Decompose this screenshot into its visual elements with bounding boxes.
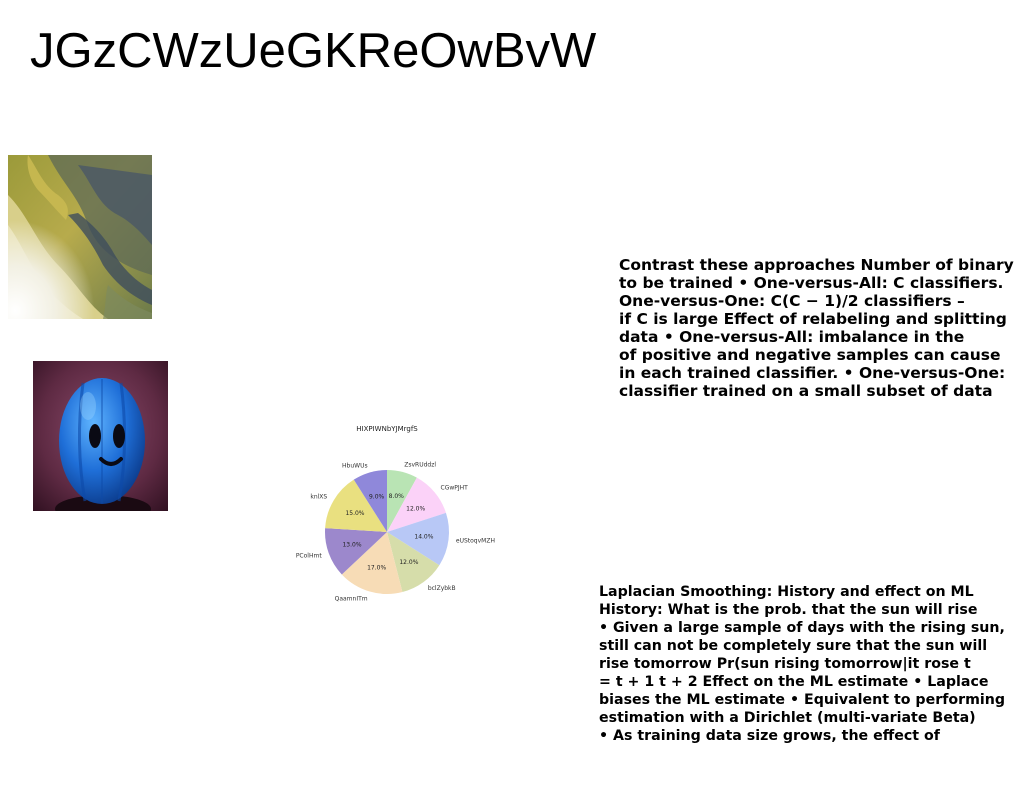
laplacian-line: still can not be completely sure that th… xyxy=(599,638,988,654)
pie-pct-label: 12.0% xyxy=(399,559,418,566)
laplacian-line: = t + 1 t + 2 Effect on the ML estimate … xyxy=(599,674,989,690)
pie-pct-label: 12.0% xyxy=(406,505,425,512)
pie-category-label: ZsvRUddzl xyxy=(404,462,436,469)
pie-category-label: knlXS xyxy=(310,494,327,501)
pie-slice-knlXS xyxy=(325,479,387,532)
contrast-line: Contrast these approaches Number of bina… xyxy=(619,256,1014,274)
contrast-line: data • One-versus-All: imbalance in the xyxy=(619,328,965,346)
pie-category-label: eUStoqvMZH xyxy=(456,538,495,545)
laplacian-text-block: Laplacian Smoothing: History and effect … xyxy=(599,583,1011,745)
laplacian-line: • As training data size grows, the effec… xyxy=(599,728,940,744)
pie-pct-label: 15.0% xyxy=(345,510,364,517)
pie-category-label: FnPColHmt xyxy=(296,553,322,560)
chart-title: HIXPIWNbYJMrgfS xyxy=(356,425,418,433)
pie-pct-label: 9.0% xyxy=(369,493,385,500)
laplacian-line: History: What is the prob. that the sun … xyxy=(599,602,978,618)
contrast-line: to be trained • One-versus-All: C classi… xyxy=(619,274,1004,292)
contrast-line: of positive and negative samples can cau… xyxy=(619,346,1001,364)
laplacian-line: Laplacian Smoothing: History and effect … xyxy=(599,584,974,600)
pie-slice-eUStoqvMZH xyxy=(387,512,449,566)
pie-slice-HbuWUs xyxy=(353,470,387,532)
blue-character-image xyxy=(33,361,168,511)
contrast-line: if C is large Effect of relabeling and s… xyxy=(619,310,1007,328)
pie-chart: HIXPIWNbYJMrgfS 8.0% ZsvRUddzl 12.0% CGwPJHT… xyxy=(289,420,496,630)
page-title: JGzCWzUeGKReOwBvW xyxy=(30,24,597,78)
pie-slice-bclZybkB xyxy=(387,532,440,593)
contrast-line: classifier trained on a small subset of … xyxy=(619,382,993,400)
laplacian-line: biases the ML estimate • Equivalent to p… xyxy=(599,692,1006,708)
pie-slice-FnPColHmt xyxy=(325,528,387,575)
pie-pct-label: 13.0% xyxy=(342,542,361,549)
pie-slice-CGwPJHT xyxy=(387,477,446,532)
pie-category-label: QaamnITm xyxy=(335,596,368,603)
laplacian-line: • Given a large sample of days with the … xyxy=(599,620,1005,636)
mossy-texture-image xyxy=(8,155,152,319)
pie-pct-label: 14.0% xyxy=(414,534,433,541)
pie-slice-ZsvRUddzl xyxy=(387,470,417,532)
contrast-text-block: Contrast these approaches Number of bina… xyxy=(619,256,1021,400)
pie-category-label: bclZybkB xyxy=(428,585,456,592)
pie-pct-label: 17.0% xyxy=(367,565,386,572)
laplacian-line: rise tomorrow Pr(sun rising tomorrow|it … xyxy=(599,656,971,672)
contrast-line: in each trained classifier. • One-versus… xyxy=(619,364,1006,382)
laplacian-line: estimation with a Dirichlet (multi-varia… xyxy=(599,710,976,726)
pie-category-label: HbuWUs xyxy=(342,462,368,469)
pie-category-label: CGwPJHT xyxy=(441,485,469,492)
pie-pct-label: 8.0% xyxy=(389,493,405,500)
pie-slice-QaamnITm xyxy=(341,532,403,594)
contrast-line: One-versus-One: C(C − 1)/2 classifiers – xyxy=(619,292,965,310)
